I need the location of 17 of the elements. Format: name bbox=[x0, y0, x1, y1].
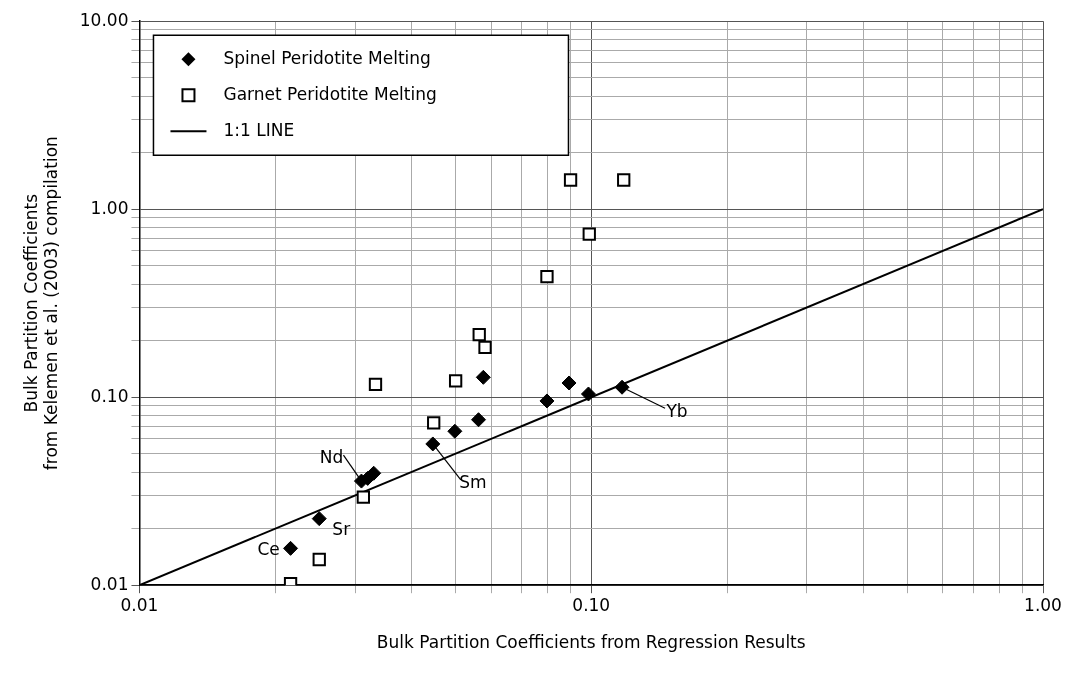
y-tick-label: 0.10 bbox=[90, 385, 129, 406]
legend-label: 1:1 LINE bbox=[223, 119, 295, 140]
y-tick-label: 10.00 bbox=[79, 9, 129, 30]
annotation: Sm bbox=[459, 472, 487, 493]
annotation: Ce bbox=[257, 538, 280, 559]
annotation: Sr bbox=[332, 519, 351, 540]
annotation: Yb bbox=[665, 400, 688, 421]
legend-label: Garnet Peridotite Melting bbox=[223, 83, 437, 104]
x-axis-title: Bulk Partition Coefficients from Regression Results bbox=[376, 632, 806, 653]
legend-label: Spinel Peridotite Melting bbox=[223, 47, 431, 68]
y-tick-label: 0.01 bbox=[90, 573, 129, 594]
y-tick-label: 1.00 bbox=[90, 197, 129, 218]
x-tick-label: 0.10 bbox=[572, 594, 611, 615]
x-tick-label: 0.01 bbox=[120, 594, 159, 615]
annotation: Nd bbox=[319, 447, 344, 468]
x-tick-label: 1.00 bbox=[1024, 594, 1062, 615]
y-axis-title: Bulk Partition Coefficients from Kelemen et al. (2003) compilation bbox=[20, 136, 62, 471]
